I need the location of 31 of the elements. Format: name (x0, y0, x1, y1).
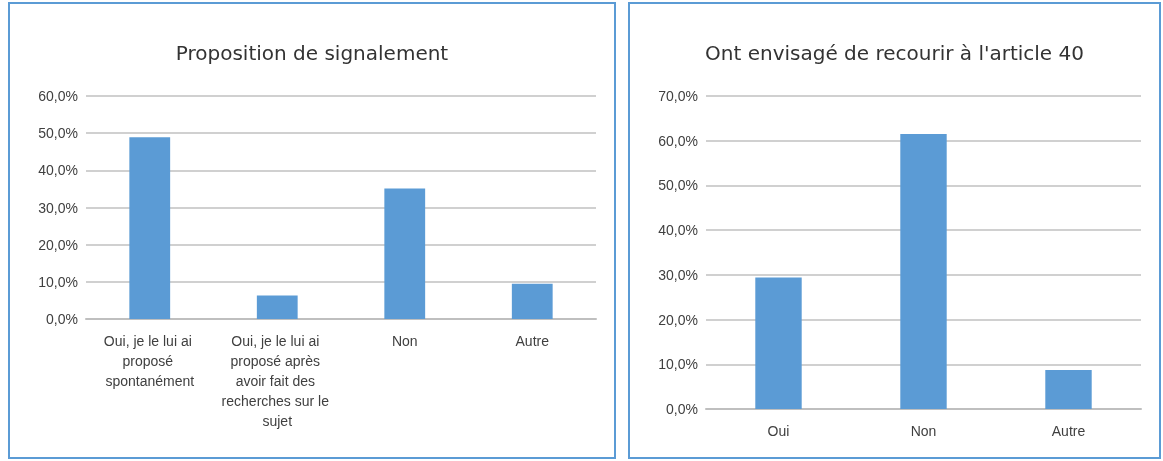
bar (755, 277, 802, 409)
y-tick-label: 40,0% (658, 222, 698, 239)
y-tick-label: 10,0% (658, 356, 698, 373)
y-tick-label: 20,0% (38, 236, 78, 253)
y-tick-label: 60,0% (658, 132, 698, 149)
y-tick-label: 0,0% (46, 311, 78, 327)
y-tick-label: 0,0% (666, 401, 698, 417)
bar (900, 134, 947, 409)
y-tick-label: 40,0% (38, 162, 78, 179)
y-tick-label: 50,0% (658, 177, 698, 194)
x-tick-label: Oui, je le lui ai proposé après avoir fait des recherches sur le sujet (221, 333, 333, 429)
bar (384, 188, 426, 319)
x-tick-label: Autre (1051, 423, 1086, 439)
y-tick-label: 50,0% (38, 125, 78, 142)
y-tick-label: 60,0% (38, 88, 78, 104)
chart-title: Proposition de signalement (175, 41, 449, 65)
y-tick-label: 70,0% (658, 88, 698, 104)
bar (1045, 370, 1092, 409)
bar (511, 283, 553, 319)
x-tick-label: Non (391, 333, 418, 349)
y-tick-label: 30,0% (38, 199, 78, 216)
y-tick-label: 10,0% (38, 273, 78, 290)
bar (129, 137, 171, 319)
x-tick-label: Autre (515, 333, 550, 349)
y-tick-label: 30,0% (658, 266, 698, 283)
bar (256, 295, 298, 319)
y-tick-label: 20,0% (658, 311, 698, 328)
x-tick-label: Oui, je le lui ai proposé spontanément (103, 333, 196, 389)
x-tick-label: Non (910, 423, 937, 439)
x-tick-label: Oui (767, 423, 790, 439)
chart-title: Ont envisagé de recourir à l'article 40 (705, 41, 1084, 65)
